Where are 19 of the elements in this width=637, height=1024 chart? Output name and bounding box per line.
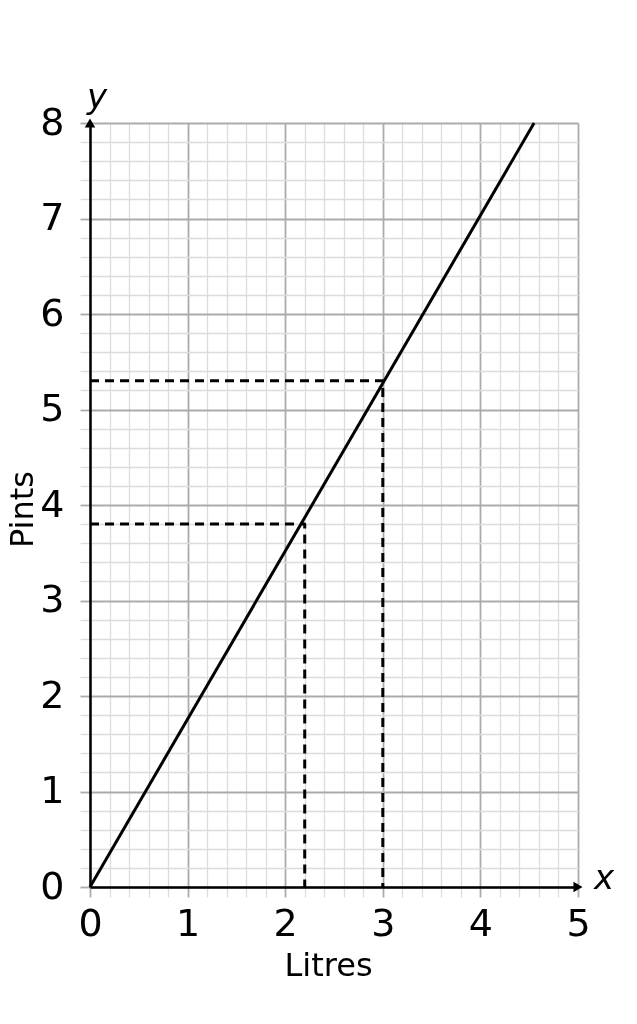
y-tick-label: 0 (40, 863, 65, 908)
text: x (592, 857, 615, 897)
y-tick-label: 1 (40, 768, 65, 812)
y-tick-label: 4 (40, 481, 65, 526)
x-tick-label: 2 (273, 900, 298, 945)
x-axis-title: Litres (284, 945, 373, 984)
y-tick-label: 5 (40, 386, 65, 430)
y-tick-label: 7 (40, 195, 65, 239)
text: y (85, 76, 108, 116)
y-tick-label: 2 (40, 672, 65, 717)
x-tick-label: 3 (371, 900, 396, 945)
y-axis-title: Pints (2, 471, 41, 548)
y-tick-label: 8 (40, 99, 65, 144)
x-tick-label: 5 (566, 900, 591, 945)
y-tick-label: 3 (40, 577, 65, 621)
x-tick-label: 4 (468, 900, 493, 945)
y-tick-label: 6 (40, 290, 65, 335)
x-tick-label: 1 (176, 900, 201, 945)
x-tick-label: 0 (78, 900, 103, 945)
